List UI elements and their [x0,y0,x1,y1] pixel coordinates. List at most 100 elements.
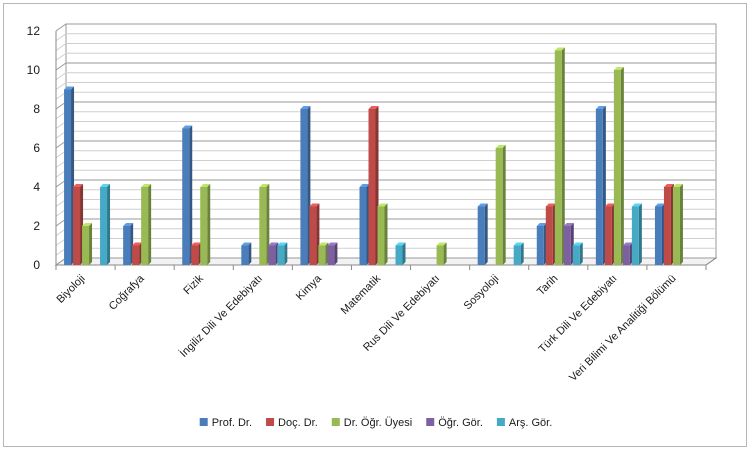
bar-top [359,184,370,187]
bar [359,184,370,265]
gridline [55,23,716,32]
bar-side [679,184,683,265]
bar-side [579,242,583,265]
bar-side [443,242,447,265]
minor-gridline [55,52,716,61]
bar [200,184,211,265]
bar-side [248,242,252,265]
bar [82,223,93,265]
bar-front [64,89,72,265]
bar-top [436,242,447,246]
bar-front [277,245,285,265]
bar-front [563,226,571,265]
bar-front [259,187,267,265]
legend-swatch [266,418,275,426]
bar [477,203,488,265]
legend-label: Dr. Öğr. Üyesi [344,417,412,429]
legend-swatch [426,418,435,426]
bar-side [484,203,488,265]
bar-top [477,203,488,207]
bar-front [622,245,630,265]
category-label: Tarih [535,273,560,298]
category-label: Kimya [294,272,325,303]
bar [572,242,583,265]
y-tick-label: 12 [27,24,41,38]
bar-front [327,245,335,265]
bar-top [545,203,556,207]
bar [241,242,252,265]
legend-item: Prof. Dr. [199,417,252,429]
legend-item: Öğr. Gör. [426,417,483,429]
bar-top [513,242,524,246]
bar [132,242,143,265]
y-tick-label: 0 [33,258,40,272]
legend-label: Öğr. Gör. [438,417,483,429]
category-label: Biyoloji [55,273,88,306]
bar-top [572,242,583,246]
bar-top [309,203,320,207]
bar-top [141,184,152,187]
bar-front [100,187,108,265]
minor-gridline [55,43,716,51]
bar-front [654,206,662,265]
bar-top [654,203,665,207]
bar-top [536,223,547,226]
bar [191,242,202,265]
bar-top [563,223,574,226]
bar [259,184,270,265]
bar-front [73,187,81,265]
bar-front [359,187,367,265]
bar [554,47,565,265]
bar-side [334,242,338,265]
minor-gridline [55,33,716,42]
bar-top [123,223,134,226]
x-axis-depth [705,257,717,266]
bar-front [495,148,503,265]
bar-front [554,50,562,265]
bar-side [207,184,211,265]
bar-front [604,206,612,265]
bar [536,223,547,265]
bar-side [107,184,111,265]
bar-top [613,67,624,70]
bar-side [561,47,565,265]
category-label: Veri Bilimi Ve Analitiği Bölümü [567,273,678,384]
bar-top [554,47,565,51]
bar-top [132,242,143,246]
bar-side [520,242,524,265]
bar-front [613,70,621,265]
bar-top [368,106,379,109]
bar-top [495,145,506,148]
bar-front [368,109,376,265]
bar-front [672,187,680,265]
bar-front [141,187,149,265]
bar-side [266,184,270,265]
bar-top [672,184,683,187]
bar-top [73,184,84,187]
bar [377,203,388,265]
bar [563,223,574,265]
bar [436,242,447,265]
bar-top [191,242,202,246]
bar-top [327,242,338,246]
category-label: Coğrafya [107,272,148,313]
bar [182,125,193,265]
bar-front [595,109,603,265]
bar-front [377,206,385,265]
bar [123,223,134,265]
bar-front [318,245,326,265]
bar [100,184,111,265]
bar-side [402,242,406,265]
bar [327,242,338,265]
bar-front [477,206,485,265]
legend-item: Doç. Dr. [266,417,318,429]
bar-top [241,242,252,246]
bar [277,242,288,265]
bar [318,242,329,265]
y-tick-label: 6 [33,141,40,155]
bar-top [631,203,642,207]
bar [513,242,524,265]
bar [545,203,556,265]
